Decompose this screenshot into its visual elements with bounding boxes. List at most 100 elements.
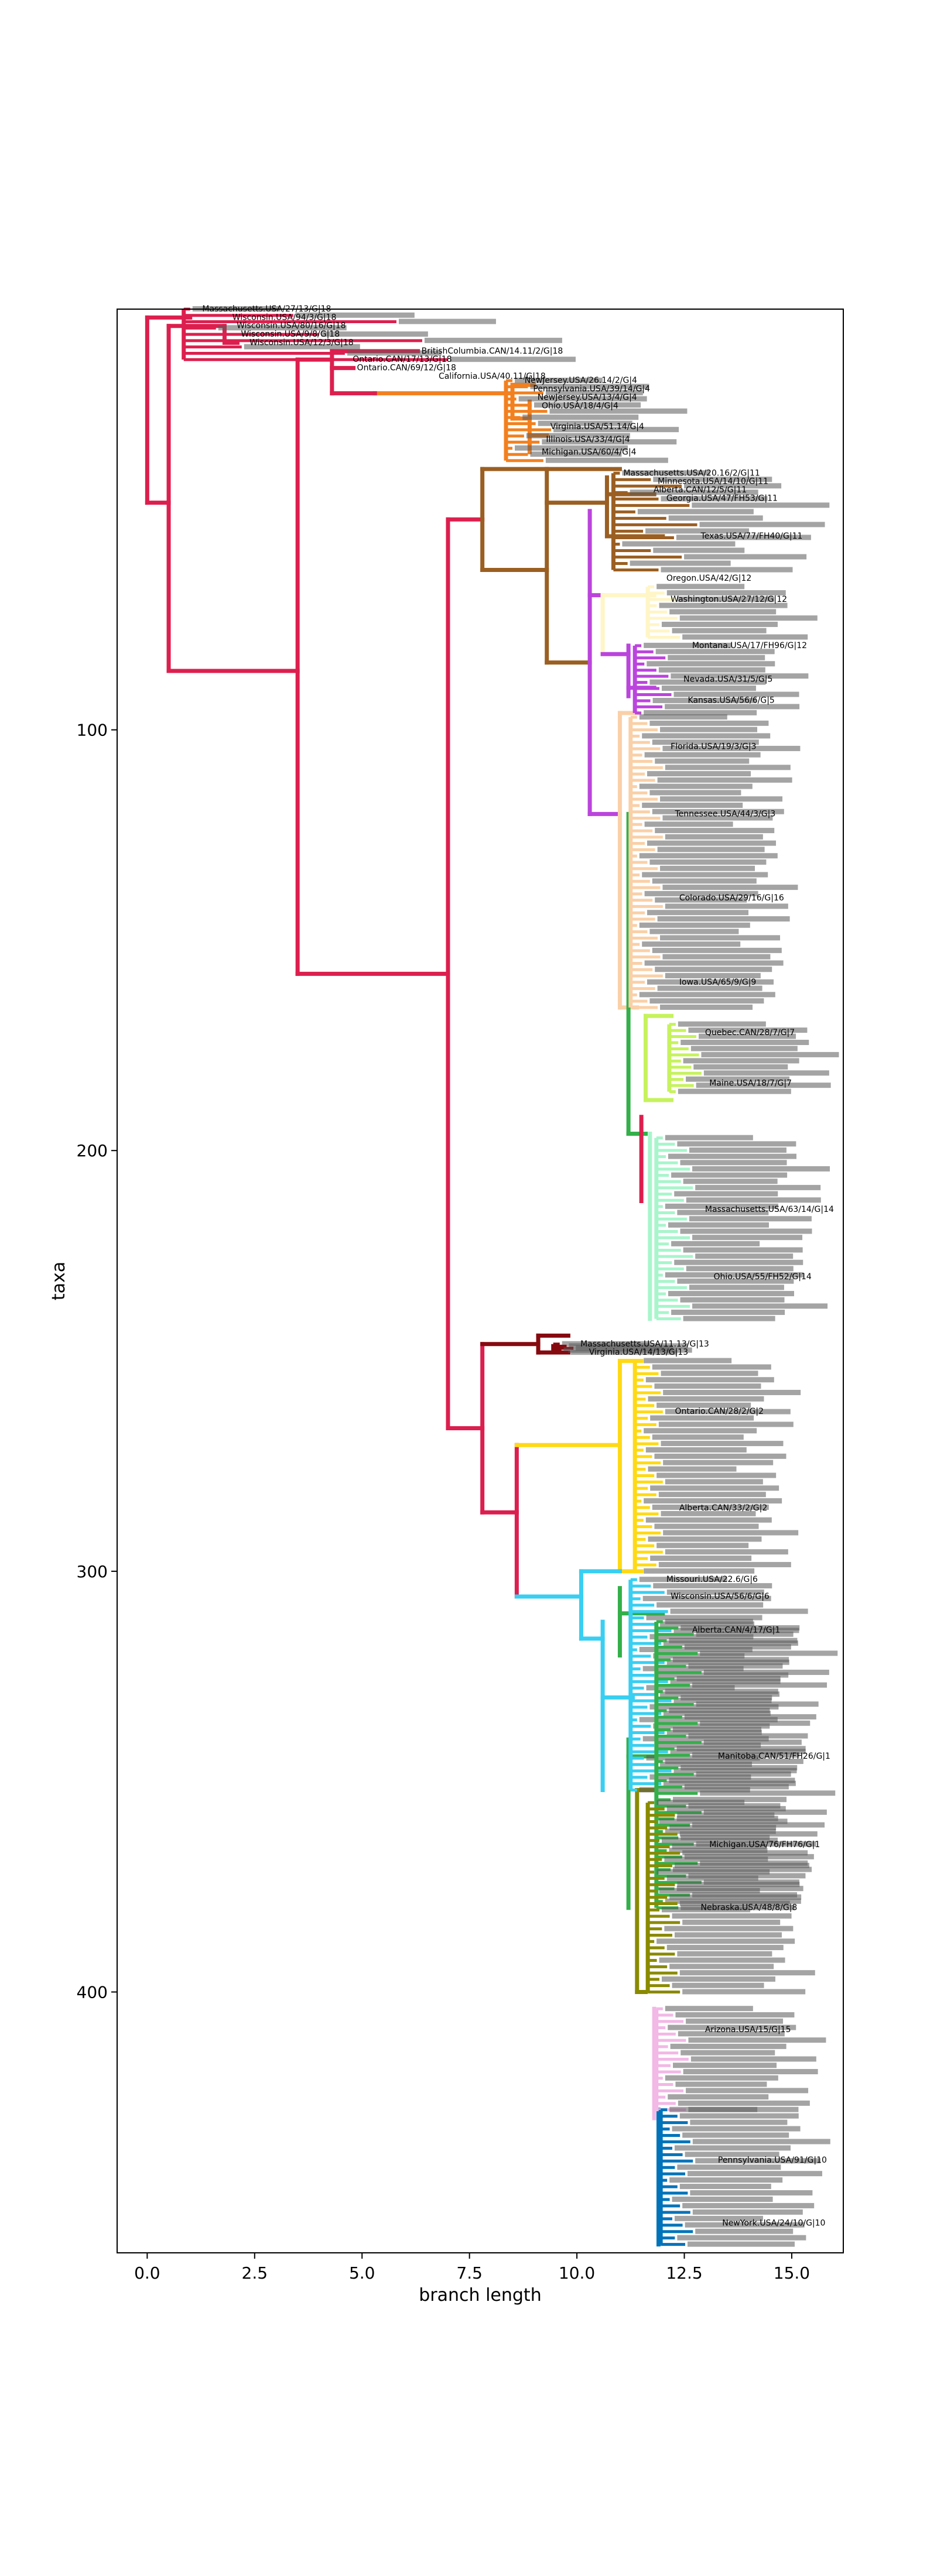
- leaf-label-smear: [683, 1179, 778, 1184]
- leaf-label: Quebec.CAN/28/7/G|7: [705, 1028, 795, 1037]
- leaf-label-smear: [682, 1919, 781, 1925]
- leaf-label-smear: [676, 1746, 806, 1752]
- leaf-label-smear: [684, 483, 782, 489]
- leaf-label-smear: [668, 655, 765, 660]
- leaf-label-smear: [661, 1441, 784, 1447]
- leaf-label-smear: [661, 1510, 756, 1516]
- leaf-label-smear: [655, 897, 747, 903]
- leaf-label-smear: [670, 1608, 808, 1614]
- leaf-label-smear: [244, 344, 360, 350]
- leaf-label-smear: [678, 1021, 766, 1027]
- leaf-label-smear: [677, 2235, 806, 2241]
- leaf-label-smear: [518, 396, 647, 402]
- leaf-label-smear: [690, 2190, 813, 2196]
- leaf-label-smear: [655, 649, 775, 655]
- leaf-label-smear: [677, 1951, 772, 1957]
- leaf-label-smear: [677, 1141, 796, 1147]
- leaf-label-smear: [639, 1717, 778, 1722]
- leaf-label-smear: [645, 1447, 747, 1453]
- leaf-label-smear: [659, 602, 788, 608]
- leaf-label-smear: [295, 312, 415, 318]
- leaf-label-smear: [664, 1856, 768, 1862]
- leaf-label-smear: [679, 2113, 799, 2119]
- leaf-label: Nebraska.USA/48/8/G|8: [701, 1903, 798, 1913]
- leaf-label-smear: [662, 885, 798, 890]
- leaf-label-smear: [515, 378, 603, 383]
- tip-bundle-g3: [628, 714, 801, 1010]
- y-axis-title: taxa: [49, 1262, 69, 1300]
- leaf-label: Ontario.CAN/28/2/G|2: [675, 1407, 764, 1416]
- leaf-label-smear: [666, 590, 786, 596]
- leaf-label: Alberta.CAN/12/5/G|11: [654, 485, 747, 495]
- leaf-label-smear: [688, 1027, 808, 1033]
- leaf-label-smear: [675, 2012, 795, 2017]
- leaf-label: Florida.USA/19/3/G|3: [671, 742, 756, 751]
- leaf-label-smear: [696, 1631, 794, 1637]
- leaf-label: Ohio.USA/18/4/G|4: [542, 401, 618, 410]
- leaf-label-smear: [646, 1685, 735, 1691]
- leaf-label-smear: [665, 903, 788, 909]
- leaf-label-smear: [644, 821, 733, 827]
- leaf-label-smear: [644, 752, 761, 758]
- leaf-label-smear: [665, 1828, 776, 1834]
- x-tick-label: 15.0: [774, 2263, 810, 2283]
- leaf-label-smear: [673, 1727, 762, 1732]
- leaf-label-smear: [690, 2119, 788, 2125]
- leaf-label-smear: [700, 1720, 811, 1726]
- leaf-label-smear: [665, 1203, 778, 1209]
- leaf-label: Virginia.USA/51.14/G|4: [550, 422, 644, 431]
- x-tick-label: 7.5: [456, 2263, 483, 2283]
- leaf-label-smear: [656, 1938, 795, 1944]
- leaf-label-smear: [656, 1800, 745, 1806]
- leaf-label-smear: [665, 1479, 763, 1485]
- leaf-label: Massachusetts.USA/20.16/2/G|11: [623, 468, 760, 478]
- leaf-label-smear: [680, 1765, 798, 1770]
- leaf-label-smear: [665, 1409, 791, 1414]
- leaf-label-smear: [663, 1780, 796, 1786]
- leaf-label-smear: [686, 1197, 821, 1203]
- leaf-label-smear: [644, 1568, 755, 1574]
- leaf-label-smear: [700, 1650, 838, 1656]
- leaf-label-smear: [660, 796, 783, 802]
- leaf-label-smear: [658, 1561, 791, 1567]
- leaf-label-smear: [671, 1172, 788, 1178]
- leaf-label-smear: [653, 547, 745, 553]
- leaf-label-smear: [542, 439, 677, 445]
- leaf-label-smear: [663, 1460, 774, 1465]
- leaf-label-smear: [642, 872, 768, 878]
- leaf-label-smear: [701, 1051, 839, 1057]
- leaf-label: Montana.USA/17/FH96/G|12: [692, 641, 807, 650]
- x-tick-label: 2.5: [242, 2263, 268, 2283]
- leaf-label-smear: [674, 1259, 803, 1265]
- leaf-label-smear: [674, 1862, 809, 1868]
- leaf-label-smear: [679, 1900, 790, 1906]
- leaf-label-smear: [680, 1228, 812, 1234]
- leaf-label-smear: [662, 815, 773, 821]
- leaf-label-smear: [669, 2106, 758, 2112]
- leaf-label: Nevada.USA/31/5/G|5: [683, 674, 772, 684]
- leaf-label-smear: [673, 1698, 772, 1704]
- leaf-label-smear: [686, 2018, 784, 2024]
- leaf-label-smear: [652, 878, 757, 884]
- leaf-label-smear: [689, 1147, 786, 1153]
- leaf-label-smear: [690, 2056, 816, 2062]
- leaf-label: Washington.USA/27/12/G|12: [671, 595, 787, 604]
- leaf-label-smear: [673, 1797, 787, 1803]
- leaf-label-smear: [672, 628, 767, 633]
- leaf-label-smear: [668, 2094, 769, 2100]
- leaf-label-smear: [677, 2164, 781, 2170]
- leaf-label-smear: [642, 1595, 771, 1601]
- leaf-label-smear: [652, 739, 759, 745]
- leaf-label-smear: [515, 445, 628, 451]
- tip-bundles: [182, 306, 839, 2247]
- leaf-label-smear: [684, 1784, 789, 1790]
- leaf-label-smear: [669, 1894, 802, 1900]
- leaf-label-smear: [646, 1755, 760, 1761]
- leaf-label: Georgia.USA/47/FH53/G|11: [666, 494, 778, 503]
- leaf-label-smear: [657, 985, 762, 991]
- leaf-label-smear: [630, 489, 758, 495]
- y-tick-label: 200: [77, 1141, 108, 1160]
- leaf-label-smear: [680, 1040, 809, 1046]
- tip-bundle-g8: [645, 1800, 818, 1995]
- leaf-label-smear: [655, 828, 775, 834]
